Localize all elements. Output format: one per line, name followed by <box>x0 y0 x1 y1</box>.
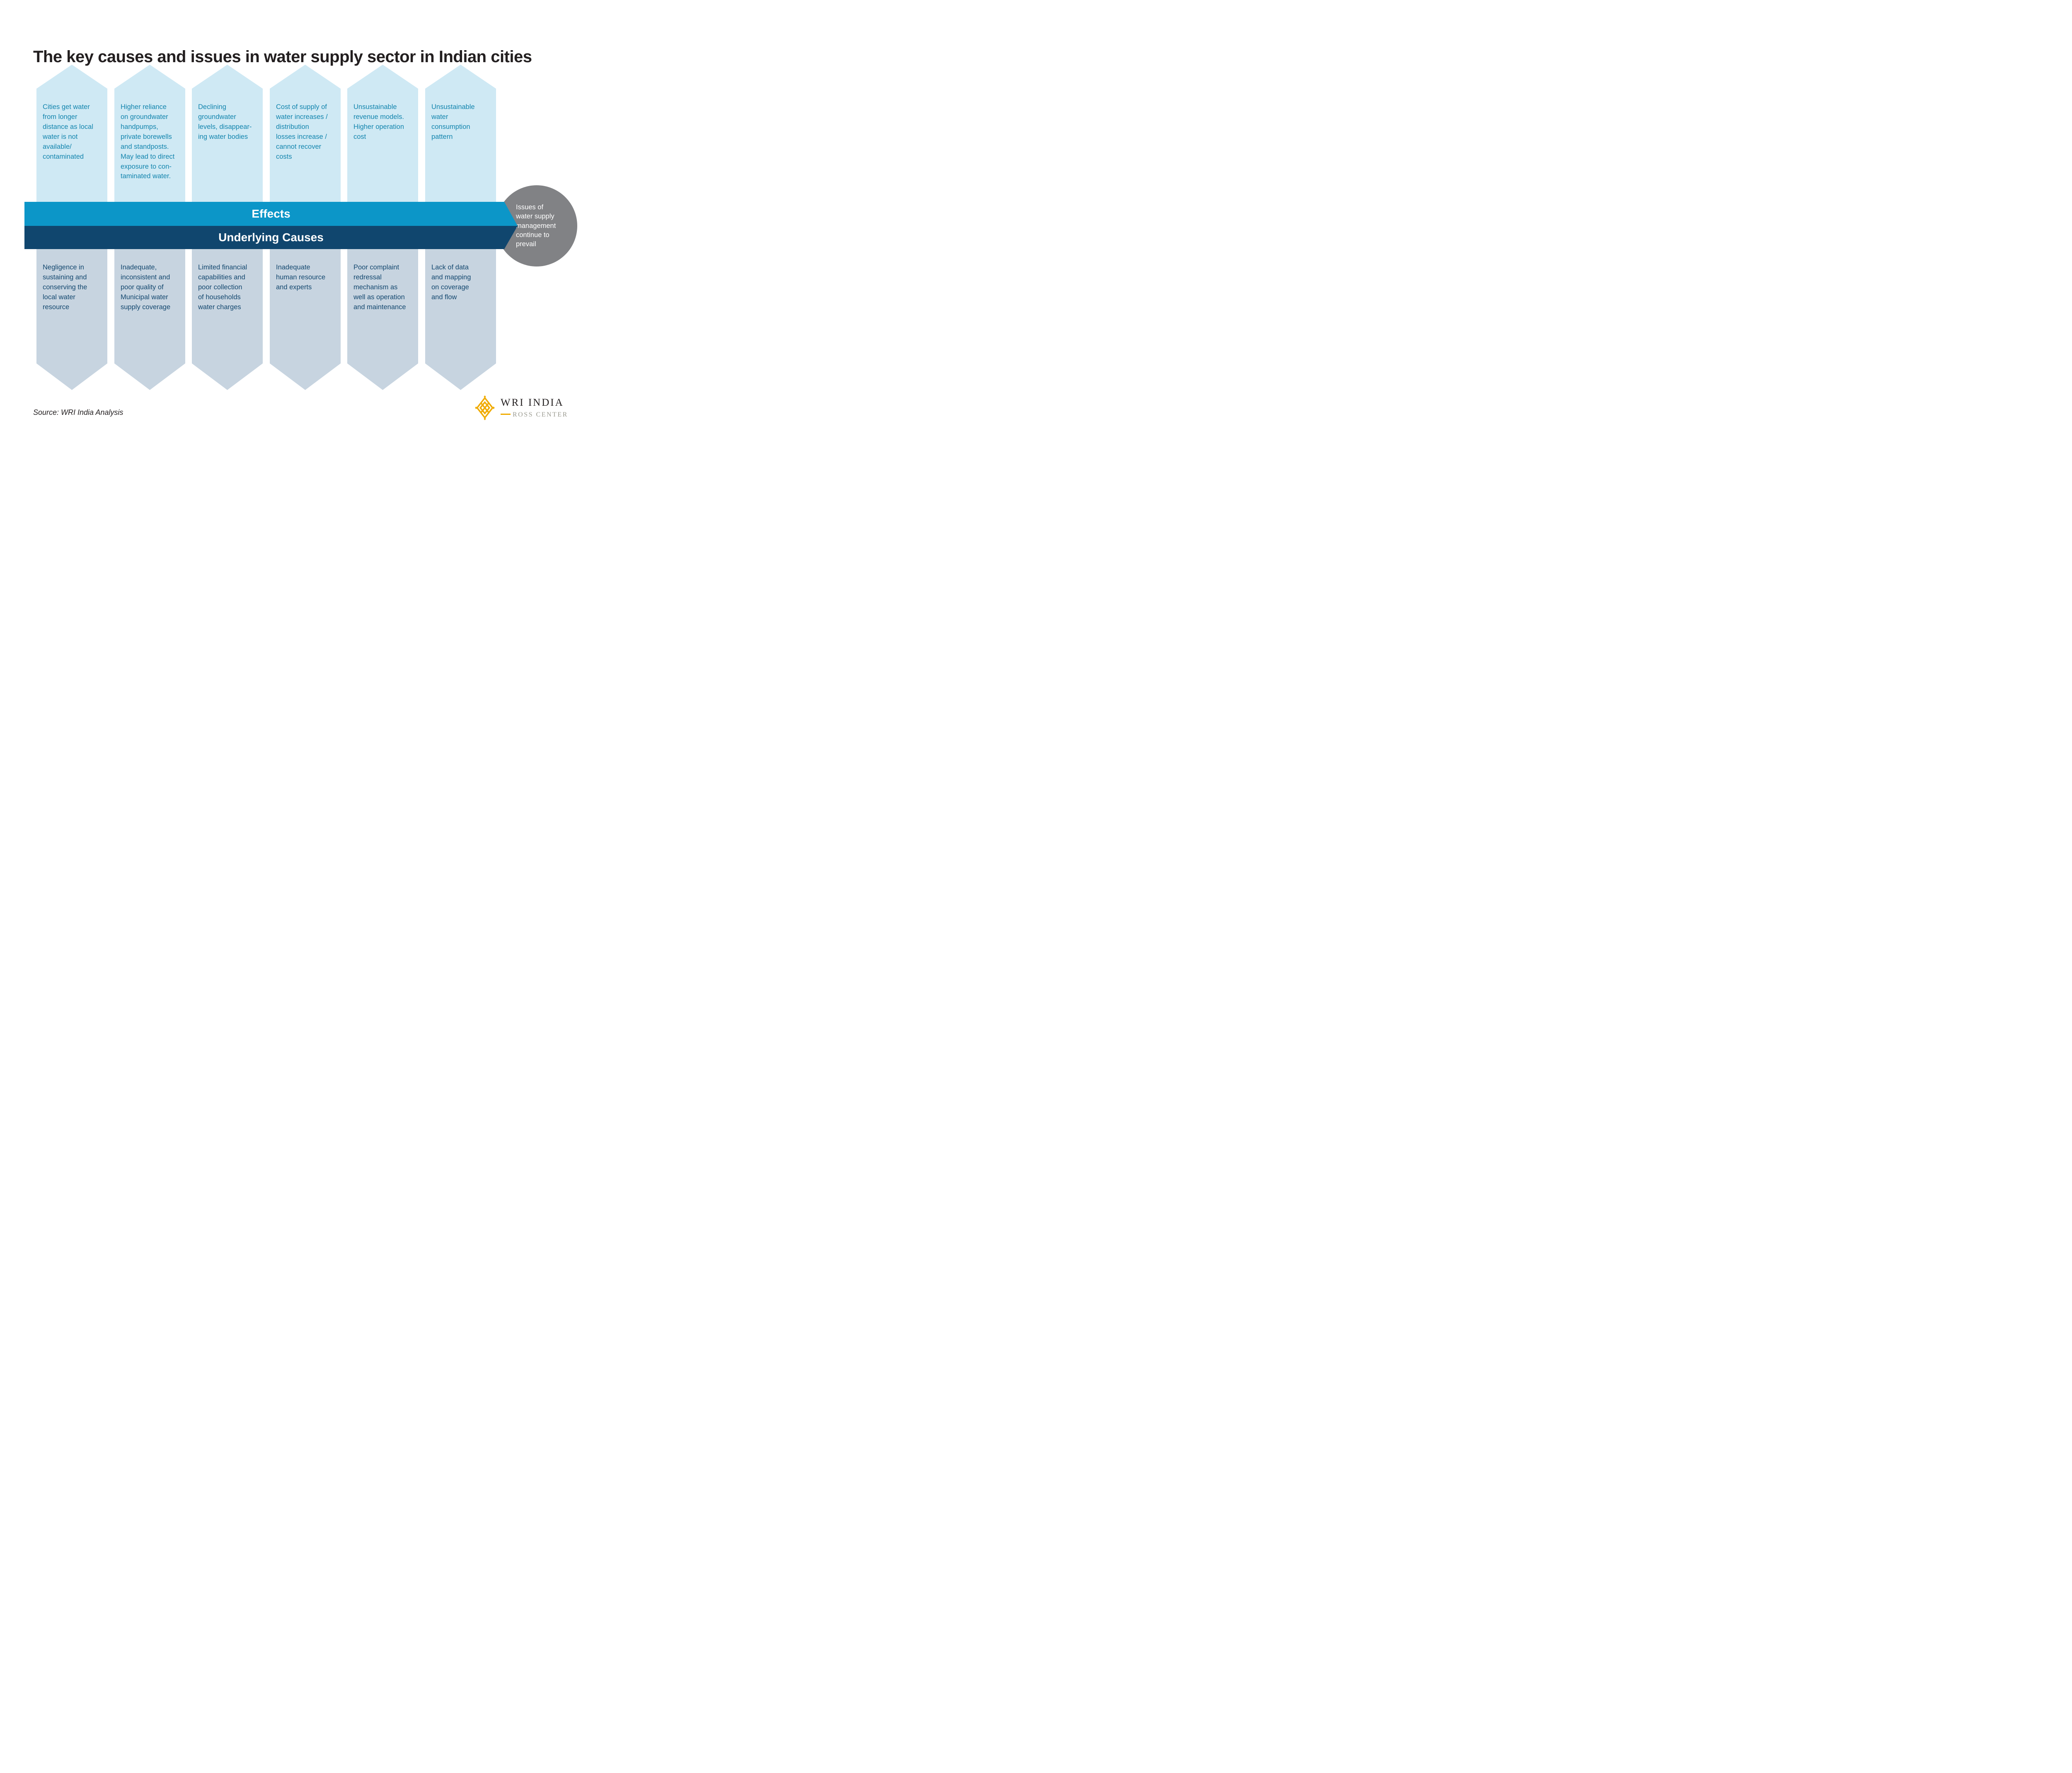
effect-arrow-column-6: Unsustainable water consumption pattern <box>425 65 496 202</box>
cause-column-text-3: Limited financial capabilities and poor … <box>198 264 247 311</box>
effect-arrow-column-5: Unsustainable revenue models. Higher ope… <box>347 65 418 202</box>
effect-column-text-4: Cost of supply of water increases / dist… <box>276 103 328 160</box>
underlying-causes-band-label: Underlying Causes <box>218 231 324 244</box>
logo-sub-row: ROSS CENTER <box>501 411 568 419</box>
logo-org-name: WRI INDIA <box>501 397 564 408</box>
effect-column-text-5: Unsustainable revenue models. Higher ope… <box>353 103 404 140</box>
cause-column-text-6: Lack of data and mapping on coverage and… <box>431 264 471 301</box>
page-title: The key causes and issues in water suppl… <box>33 47 532 66</box>
cause-arrow-column-2: Inadequate, inconsistent and poor qualit… <box>114 249 185 390</box>
underlying-causes-band: Underlying Causes <box>24 226 518 249</box>
effects-band-label: Effects <box>252 207 290 220</box>
effect-column-text-6: Unsustainable water consumption pattern <box>431 103 475 140</box>
source-note: Source: WRI India Analysis <box>33 408 123 417</box>
wri-india-logo: WRI INDIA ROSS CENTER <box>475 395 579 422</box>
effect-arrow-column-3: Declining groundwater levels, disappear-… <box>192 65 263 202</box>
cause-column-text-5: Poor complaint redressal mechanism as we… <box>353 264 406 311</box>
cause-column-text-1: Negligence in sustaining and conserving … <box>43 264 87 311</box>
cause-arrow-column-3: Limited financial capabilities and poor … <box>192 249 263 390</box>
logo-dash-icon <box>501 414 511 415</box>
wri-weave-icon <box>475 395 495 422</box>
cause-column-text-2: Inadequate, inconsistent and poor qualit… <box>121 264 171 311</box>
effects-band: Effects <box>24 202 518 226</box>
infographic-canvas: The key causes and issues in water suppl… <box>0 0 601 443</box>
effect-arrow-column-1: Cities get water from longer distance as… <box>36 65 107 202</box>
effect-column-text-3: Declining groundwater levels, disappear-… <box>198 103 252 140</box>
cause-arrow-column-1: Negligence in sustaining and conserving … <box>36 249 107 390</box>
outcome-circle-text: Issues of water supply management contin… <box>516 203 556 248</box>
cause-arrow-column-6: Lack of data and mapping on coverage and… <box>425 249 496 390</box>
effect-column-text-1: Cities get water from longer distance as… <box>43 103 93 160</box>
cause-arrow-column-5: Poor complaint redressal mechanism as we… <box>347 249 418 390</box>
effect-column-text-2: Higher reliance on groundwater handpumps… <box>121 103 175 180</box>
logo-center-name: ROSS CENTER <box>513 411 568 418</box>
effect-arrow-column-4: Cost of supply of water increases / dist… <box>270 65 341 202</box>
cause-arrow-column-4: Inadequate human resource and experts <box>270 249 341 390</box>
cause-column-text-4: Inadequate human resource and experts <box>276 264 326 291</box>
effect-arrow-column-2: Higher reliance on groundwater handpumps… <box>114 65 185 202</box>
